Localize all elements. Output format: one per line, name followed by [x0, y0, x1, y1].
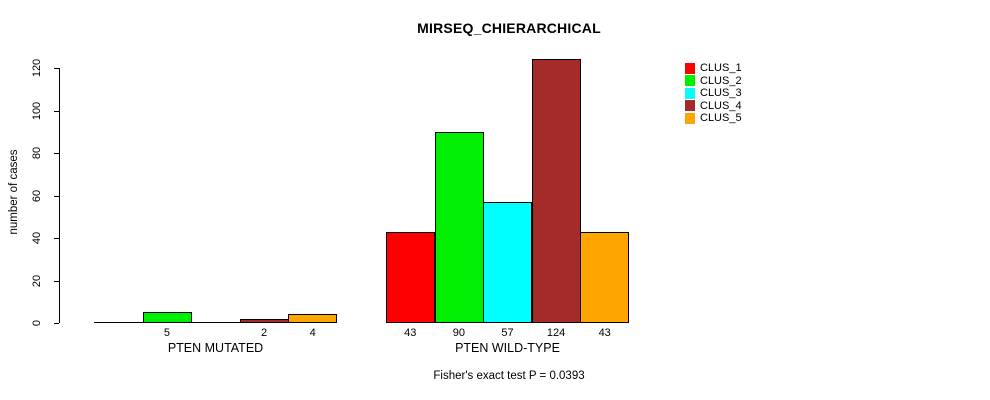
bar-value-label: 4 — [309, 327, 316, 339]
bar-value-label: 2 — [261, 327, 268, 339]
bar-value-label: 124 — [546, 327, 566, 339]
y-tick-label-text: 0 — [31, 319, 43, 327]
category-label: PTEN MUTATED — [167, 341, 264, 355]
y-tick — [54, 280, 59, 282]
category-label: PTEN WILD-TYPE — [455, 341, 560, 355]
bar-value-label: 90 — [452, 327, 466, 339]
bar-clus_1-wild-type — [386, 232, 435, 323]
legend-swatch-icon — [685, 62, 695, 74]
y-tick-label-text: 60 — [31, 189, 43, 202]
y-tick — [54, 195, 59, 197]
bar-value-label: 43 — [598, 327, 611, 339]
bar-value-label: 5 — [163, 327, 170, 339]
legend-swatch-icon — [685, 112, 695, 124]
y-tick — [54, 238, 59, 239]
bar-clus_2-wild-type — [435, 132, 484, 323]
chart-title: MIRSEQ_CHIERARCHICAL — [417, 20, 601, 36]
legend: CLUS_1 CLUS_2 CLUS_3 CLUS_4 CLUS_5 — [685, 62, 742, 125]
legend-swatch-icon — [685, 75, 695, 87]
bar-value-label: 57 — [501, 327, 514, 339]
legend-label: CLUS_3 — [700, 87, 742, 100]
y-axis-title-text: number of cases — [8, 149, 20, 235]
y-axis-line — [59, 68, 60, 323]
legend-swatch-icon — [685, 87, 695, 99]
y-tick-label-text: 20 — [31, 274, 43, 287]
y-tick — [54, 110, 59, 112]
bar-clus_3-wild-type — [483, 202, 532, 323]
y-tick — [54, 68, 59, 69]
legend-label: CLUS_1 — [700, 62, 742, 75]
legend-swatch-icon — [685, 100, 695, 112]
legend-item-clus_4: CLUS_4 — [685, 100, 742, 113]
y-tick-label-text: 40 — [31, 231, 43, 245]
y-tick-label-text: 120 — [31, 58, 43, 78]
bar-value-label: 43 — [404, 327, 417, 339]
bar-clus_4-wild-type — [532, 59, 581, 323]
legend-label: CLUS_5 — [700, 112, 742, 125]
legend-label: CLUS_4 — [700, 99, 742, 112]
legend-item-clus_5: CLUS_5 — [685, 112, 742, 125]
group-baseline — [94, 322, 337, 323]
bar-clus_5-mutated — [288, 314, 337, 323]
legend-item-clus_2: CLUS_2 — [685, 75, 742, 88]
legend-item-clus_1: CLUS_1 — [685, 62, 742, 75]
y-tick-label-text: 100 — [31, 101, 43, 120]
y-tick-label-text: 80 — [31, 146, 43, 160]
bar-clus_2-mutated — [143, 312, 192, 323]
y-tick — [54, 153, 59, 154]
statistical-test-annotation: Fisher's exact test P = 0.0393 — [433, 370, 585, 382]
legend-item-clus_3: CLUS_3 — [685, 87, 742, 100]
bar-clus_5-wild-type — [580, 232, 629, 323]
bar-clus_4-mutated — [240, 319, 289, 323]
y-tick — [54, 323, 59, 324]
legend-label: CLUS_2 — [700, 74, 742, 87]
